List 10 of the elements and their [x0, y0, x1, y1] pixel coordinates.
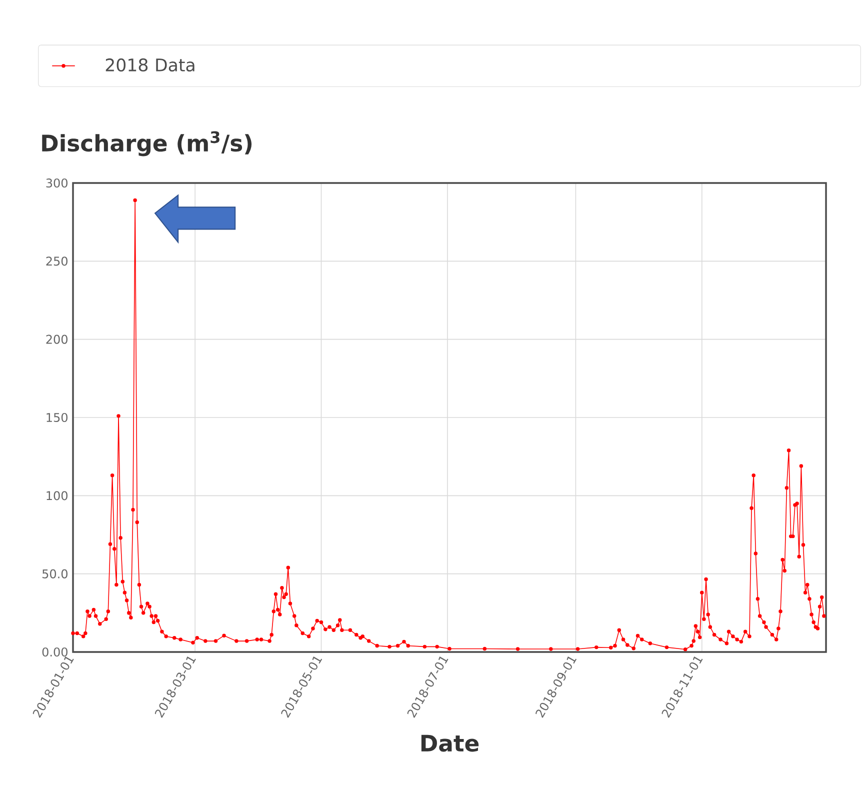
y-tick-label: 100 [46, 491, 68, 500]
y-tick-label: 50.0 [42, 569, 68, 578]
y-tick-label: 250 [46, 256, 68, 266]
legend-label: 2018 Data [106, 58, 194, 72]
y-tick-label: 0.00 [42, 647, 68, 657]
y-tick-label: 200 [46, 334, 68, 344]
y-tick-label: 300 [46, 178, 68, 188]
x-axis-title: Date [421, 734, 479, 752]
chart-title: Discharge (m$^{3}$/s) [42, 131, 252, 156]
y-tick-label: 150 [46, 412, 68, 422]
